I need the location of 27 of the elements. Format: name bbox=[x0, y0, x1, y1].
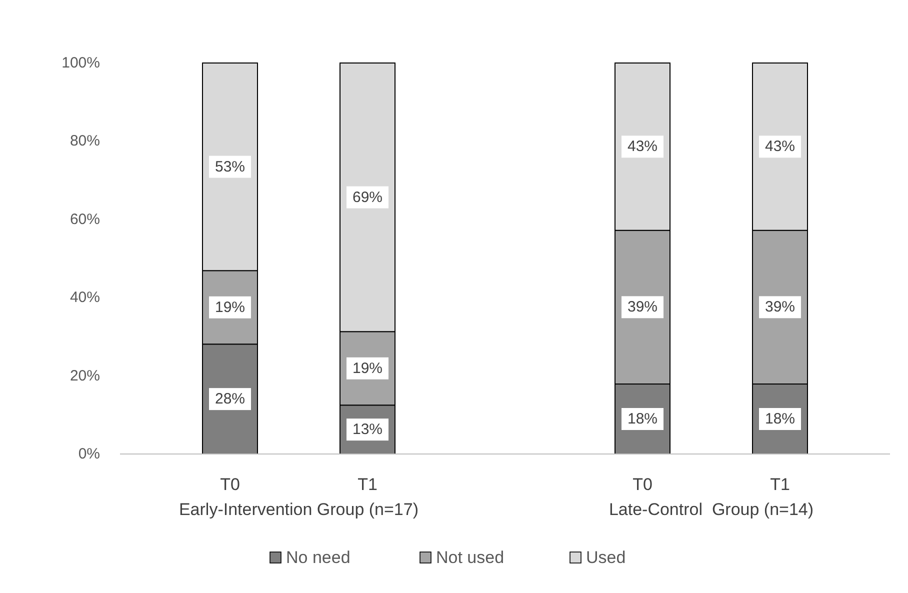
data-label: 39% bbox=[627, 298, 658, 316]
y-tick-label: 100% bbox=[62, 54, 100, 72]
legend-label: Used bbox=[586, 548, 626, 567]
legend-label: Not used bbox=[436, 548, 504, 567]
data-label: 19% bbox=[352, 360, 383, 377]
data-label: 43% bbox=[764, 138, 796, 156]
x-tick-label: T0 bbox=[220, 475, 240, 494]
text: Early-Intervention Group (n=17) bbox=[178, 500, 419, 519]
y-tick-label: 20% bbox=[70, 367, 100, 384]
data-label: 69% bbox=[352, 188, 383, 206]
data-label: 43% bbox=[627, 138, 658, 156]
x-tick-label: T0 bbox=[632, 475, 652, 494]
y-tick-label: 40% bbox=[70, 289, 100, 306]
data-label: 53% bbox=[214, 158, 246, 176]
x-tick-label: T1 bbox=[770, 475, 790, 494]
data-label: 28% bbox=[214, 390, 246, 408]
y-tick-label: 80% bbox=[70, 132, 100, 150]
data-label: 18% bbox=[764, 410, 796, 428]
data-label: 13% bbox=[352, 421, 383, 438]
text: Late-Control Group (n=14) bbox=[608, 500, 814, 519]
y-tick-label: 0% bbox=[78, 446, 100, 462]
data-label: 18% bbox=[627, 410, 658, 428]
data-label: 19% bbox=[214, 298, 246, 316]
y-tick-label: 60% bbox=[70, 210, 100, 228]
data-label: 39% bbox=[764, 298, 796, 316]
x-tick-label: T1 bbox=[358, 475, 378, 494]
legend-label: No need bbox=[286, 548, 350, 567]
